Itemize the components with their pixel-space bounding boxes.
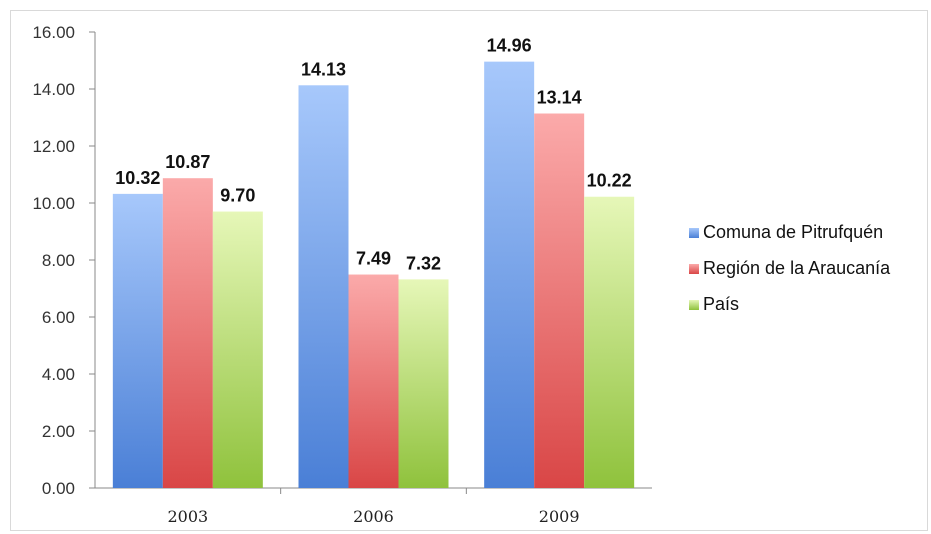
bar [212,211,263,489]
data-label: 9.70 [220,186,255,206]
data-label: 10.32 [115,168,160,188]
bar [112,193,163,488]
data-label: 7.32 [406,253,441,273]
bar [584,196,635,489]
bar [298,85,349,489]
x-tick-label: 2006 [353,507,394,526]
y-tick-label: 10.00 [32,194,75,213]
bar [162,178,213,488]
x-tick-label: 2009 [539,507,580,526]
y-tick-label: 2.00 [42,422,75,441]
y-tick-label: 14.00 [32,80,75,99]
legend-label: Región de la Araucanía [703,258,891,278]
data-label: 13.14 [537,88,582,108]
y-tick-label: 16.00 [32,23,75,42]
legend-swatch [689,300,699,310]
legend-swatch [689,264,699,274]
data-label: 10.87 [165,152,210,172]
data-label: 7.49 [356,249,391,269]
legend-swatch [689,228,699,238]
data-label: 14.96 [487,36,532,56]
bar [484,61,535,488]
chart-legend: Comuna de Pitrufquén Región de la Araucan… [689,222,891,314]
bar [348,274,399,488]
y-tick-label: 6.00 [42,308,75,327]
y-tick-label: 0.00 [42,479,75,498]
bar [398,279,449,488]
bar [534,113,585,488]
chart-bars [112,61,635,489]
legend-label: País [703,294,739,314]
data-label: 14.13 [301,59,346,79]
x-tick-label: 2003 [167,507,208,526]
chart-axes: 0.00 2.00 4.00 6.00 8.00 10.00 12.00 14.00 16.00… [32,23,652,526]
y-tick-label: 4.00 [42,365,75,384]
legend-label: Comuna de Pitrufquén [703,222,883,242]
data-label: 10.22 [587,171,632,191]
y-tick-label: 12.00 [32,137,75,156]
y-tick-label: 8.00 [42,251,75,270]
